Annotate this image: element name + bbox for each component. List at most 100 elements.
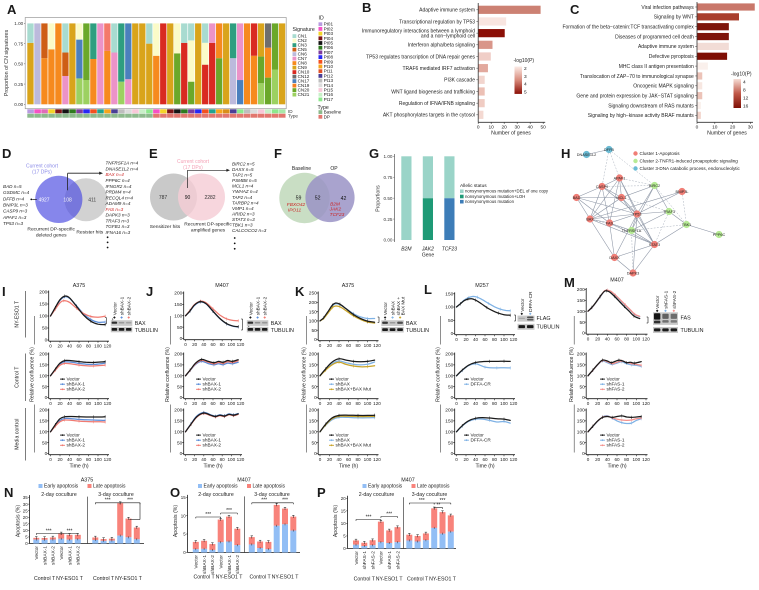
svg-text:K: K	[295, 284, 305, 299]
svg-text:100: 100	[500, 401, 508, 406]
svg-text:50: 50	[541, 124, 547, 130]
svg-text:20: 20	[23, 515, 28, 520]
svg-text:O: O	[170, 485, 180, 500]
svg-text:TBK1 n=3: TBK1 n=3	[232, 223, 253, 228]
svg-text:100: 100	[94, 457, 102, 462]
svg-text:Pt13: Pt13	[324, 78, 334, 83]
svg-text:0.25: 0.25	[384, 217, 393, 222]
svg-text:100: 100	[500, 457, 508, 462]
svg-text:Relative confluence (%): Relative confluence (%)	[165, 347, 171, 402]
svg-text:3: 3	[524, 74, 527, 80]
svg-text:shBAX+BAX Mut: shBAX+BAX Mut	[336, 443, 372, 448]
svg-text:2-day coculture: 2-day coculture	[359, 492, 395, 498]
svg-text:NY-ESO1 T: NY-ESO1 T	[216, 575, 244, 581]
svg-text:0: 0	[314, 451, 317, 457]
svg-text:shBAX-1: shBAX-1	[203, 438, 222, 443]
svg-text:CN2: CN2	[298, 38, 308, 43]
svg-text:150: 150	[309, 309, 317, 315]
svg-text:20: 20	[192, 342, 198, 347]
svg-text:15: 15	[23, 521, 28, 526]
svg-text:Number of genes: Number of genes	[707, 131, 747, 137]
svg-text:TBK1: TBK1	[682, 223, 692, 227]
svg-text:Pt10: Pt10	[324, 64, 334, 69]
svg-text:Pt12: Pt12	[324, 73, 334, 78]
svg-text:NY-ESO1 T: NY-ESO1 T	[429, 577, 457, 583]
svg-text:BAX: BAX	[406, 321, 417, 327]
svg-text:shBAX-1: shBAX-1	[256, 296, 261, 315]
svg-text:FAS n=3: FAS n=3	[106, 207, 124, 212]
svg-text:0: 0	[455, 457, 458, 462]
svg-text:40: 40	[528, 124, 534, 130]
svg-text:120: 120	[510, 457, 518, 462]
svg-text:DP: DP	[324, 114, 330, 119]
svg-text:100: 100	[174, 313, 182, 319]
svg-text:Pt17: Pt17	[324, 97, 334, 102]
svg-text:DAXX: DAXX	[609, 256, 620, 260]
svg-text:Regulation of IFNA/IFNB signal: Regulation of IFNA/IFNB signaling	[399, 101, 475, 107]
svg-text:Control T: Control T	[93, 576, 115, 582]
svg-text:3-day coculture: 3-day coculture	[254, 492, 290, 498]
svg-text:Proportion of CN signatures: Proportion of CN signatures	[4, 29, 10, 96]
svg-text:100: 100	[364, 457, 372, 462]
svg-text:Defective pyroptosis: Defective pyroptosis	[649, 54, 695, 60]
svg-text:100: 100	[445, 305, 453, 311]
svg-text:shBAX-2: shBAX-2	[203, 443, 222, 448]
svg-text:0.75: 0.75	[14, 41, 23, 46]
svg-text:10: 10	[489, 124, 495, 130]
svg-text:CN5: CN5	[298, 47, 308, 52]
svg-text:60: 60	[76, 343, 82, 348]
svg-text:15: 15	[341, 509, 346, 514]
svg-text:Vector: Vector	[112, 302, 117, 316]
svg-text:42: 42	[341, 196, 347, 202]
svg-text:0: 0	[25, 541, 28, 546]
svg-text:150: 150	[445, 292, 453, 298]
svg-text:0: 0	[319, 457, 322, 462]
svg-text:CN21: CN21	[298, 92, 310, 97]
svg-text:Pt09: Pt09	[324, 59, 334, 64]
svg-text:30: 30	[515, 124, 521, 130]
svg-text:***: ***	[261, 498, 267, 504]
svg-text:200: 200	[39, 352, 47, 358]
svg-text:25: 25	[23, 508, 28, 513]
svg-text:150: 150	[39, 302, 47, 308]
svg-text:CASP9 n=3: CASP9 n=3	[3, 209, 28, 214]
svg-text:Resister hits: Resister hits	[76, 230, 103, 236]
svg-text:BAX n=4: BAX n=4	[106, 172, 125, 177]
svg-text:50: 50	[448, 440, 454, 446]
svg-text:40: 40	[336, 401, 342, 406]
svg-text:50: 50	[579, 320, 585, 326]
svg-text:20: 20	[57, 401, 63, 406]
svg-text:200: 200	[309, 408, 317, 414]
svg-text:Pt01: Pt01	[324, 22, 334, 27]
svg-text:10: 10	[712, 124, 718, 130]
svg-text:20: 20	[57, 457, 63, 462]
svg-text:50: 50	[177, 325, 183, 331]
svg-text:Sensitizer hits: Sensitizer hits	[150, 224, 181, 230]
svg-text:40: 40	[336, 457, 342, 462]
svg-text:10: 10	[23, 528, 28, 533]
svg-text:35: 35	[23, 495, 28, 500]
svg-text:80: 80	[624, 457, 630, 462]
svg-text:shBAX+BAX Mut: shBAX+BAX Mut	[336, 387, 372, 392]
svg-text:10: 10	[341, 521, 346, 526]
svg-text:deleted genes: deleted genes	[36, 232, 67, 238]
svg-text:0: 0	[343, 546, 346, 551]
svg-text:Early apoptosis: Early apoptosis	[368, 484, 403, 490]
svg-text:4: 4	[524, 82, 527, 88]
svg-text:Number of genes: Number of genes	[491, 131, 531, 137]
svg-text:BIRC2: BIRC2	[649, 184, 660, 188]
svg-text:shFAS-1: shFAS-1	[362, 551, 368, 570]
svg-text:Pt11: Pt11	[324, 69, 334, 74]
svg-text:shBAX-1: shBAX-1	[67, 382, 86, 387]
svg-text:20: 20	[463, 401, 469, 406]
svg-text:3-day coculture: 3-day coculture	[412, 492, 448, 498]
svg-text:shBAX +: shBAX +	[396, 297, 401, 316]
svg-text:FAS: FAS	[606, 221, 614, 225]
svg-text:D: D	[2, 146, 11, 161]
svg-text:CN6: CN6	[298, 52, 308, 57]
svg-text:Baseline: Baseline	[292, 166, 311, 172]
svg-text:NY-ESO1 T: NY-ESO1 T	[115, 576, 143, 582]
svg-text:BAD: BAD	[573, 196, 581, 200]
svg-text:TGFB1 n=3: TGFB1 n=3	[106, 224, 130, 229]
svg-text:80: 80	[86, 343, 92, 348]
